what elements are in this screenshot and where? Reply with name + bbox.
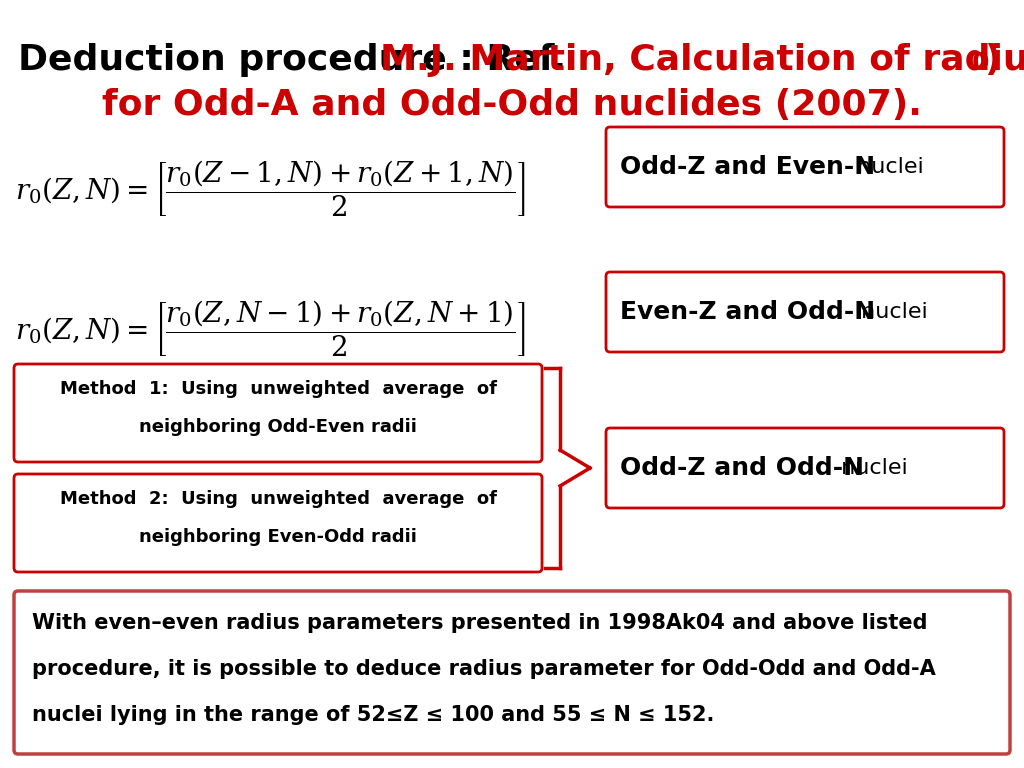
Text: ): ) bbox=[984, 43, 1000, 77]
Text: nuclei: nuclei bbox=[854, 302, 928, 322]
Text: M.J. Martin, Calculation of radius parameter (r: M.J. Martin, Calculation of radius param… bbox=[380, 43, 1024, 77]
Text: nuclei: nuclei bbox=[834, 458, 907, 478]
FancyBboxPatch shape bbox=[606, 428, 1004, 508]
FancyBboxPatch shape bbox=[606, 127, 1004, 207]
Text: for Odd-A and Odd-Odd nuclides (2007).: for Odd-A and Odd-Odd nuclides (2007). bbox=[102, 88, 922, 122]
Text: Method  2:  Using  unweighted  average  of: Method 2: Using unweighted average of bbox=[59, 490, 497, 508]
Text: $r_0(Z,N) = \left[\dfrac{r_0(Z-1,N)+r_0(Z+1,N)}{2}\right]$: $r_0(Z,N) = \left[\dfrac{r_0(Z-1,N)+r_0(… bbox=[14, 158, 525, 219]
Text: 0: 0 bbox=[972, 51, 989, 75]
Text: Method  1:  Using  unweighted  average  of: Method 1: Using unweighted average of bbox=[59, 380, 497, 398]
FancyBboxPatch shape bbox=[14, 474, 542, 572]
FancyBboxPatch shape bbox=[14, 591, 1010, 754]
FancyBboxPatch shape bbox=[14, 364, 542, 462]
Text: Odd-Z and Even-N: Odd-Z and Even-N bbox=[620, 155, 876, 179]
Text: $r_0(Z,N) = \left[\dfrac{r_0(Z,N-1)+r_0(Z,N+1)}{2}\right]$: $r_0(Z,N) = \left[\dfrac{r_0(Z,N-1)+r_0(… bbox=[14, 298, 525, 359]
Text: procedure, it is possible to deduce radius parameter for Odd-Odd and Odd-A: procedure, it is possible to deduce radi… bbox=[32, 659, 936, 679]
Text: Even-Z and Odd-N: Even-Z and Odd-N bbox=[620, 300, 876, 324]
Text: neighboring Even-Odd radii: neighboring Even-Odd radii bbox=[139, 528, 417, 546]
Text: Deduction procedure : Ref.: Deduction procedure : Ref. bbox=[18, 43, 566, 77]
Text: nuclei lying in the range of 52≤Z ≤ 100 and 55 ≤ N ≤ 152.: nuclei lying in the range of 52≤Z ≤ 100 … bbox=[32, 705, 715, 725]
Text: nuclei: nuclei bbox=[850, 157, 924, 177]
Text: With even–even radius parameters presented in 1998Ak04 and above listed: With even–even radius parameters present… bbox=[32, 613, 928, 633]
Text: Odd-Z and Odd-N: Odd-Z and Odd-N bbox=[620, 456, 864, 480]
Text: neighboring Odd-Even radii: neighboring Odd-Even radii bbox=[139, 418, 417, 436]
FancyBboxPatch shape bbox=[606, 272, 1004, 352]
